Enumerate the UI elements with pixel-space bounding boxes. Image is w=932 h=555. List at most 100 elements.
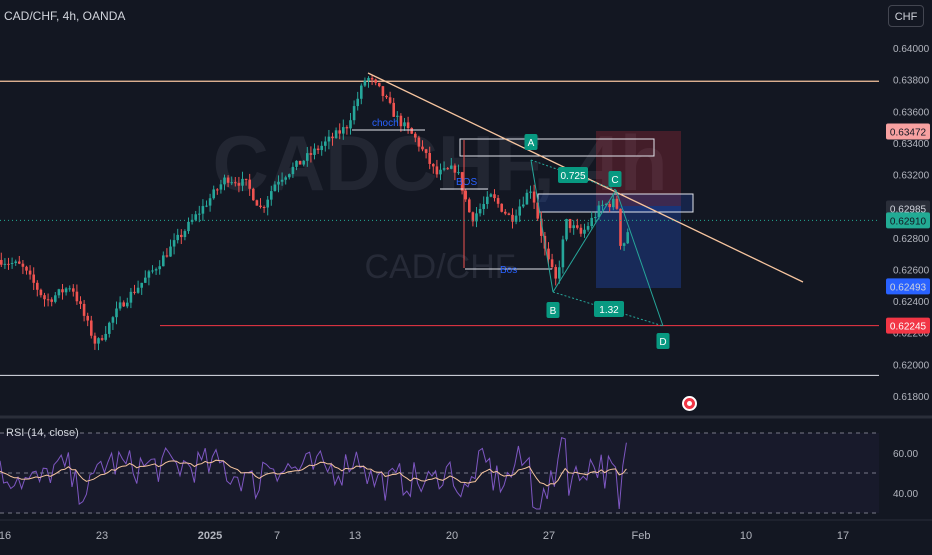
candle-body	[342, 127, 345, 134]
candle-body	[478, 208, 482, 214]
candle-body	[104, 333, 107, 340]
candle-body	[7, 263, 10, 265]
candle-body	[360, 85, 363, 99]
candle-body	[266, 199, 269, 208]
candle-body	[403, 122, 406, 127]
candle-body	[201, 206, 205, 214]
candle-body	[442, 168, 446, 170]
candle-body	[43, 295, 46, 300]
candle-body	[345, 127, 349, 129]
rsi-line	[0, 437, 627, 510]
candle-body	[165, 255, 169, 257]
y-tick-label: 0.62000	[893, 360, 930, 371]
x-tick-label: 27	[543, 530, 555, 542]
candle-body	[507, 213, 511, 215]
price-label-box	[886, 278, 930, 295]
candle-body	[208, 198, 212, 206]
currency-button[interactable]: CHF	[888, 5, 924, 27]
alert-icon[interactable]	[682, 396, 697, 411]
candle-body	[590, 217, 593, 227]
x-tick-label: Feb	[632, 530, 651, 542]
candle-body	[262, 206, 266, 208]
candle-body	[284, 177, 287, 180]
candle-body	[381, 86, 385, 96]
candle-body	[324, 141, 327, 146]
candle-body	[50, 299, 53, 302]
pattern-leg-ab	[530, 159, 554, 293]
candle-body	[622, 243, 626, 246]
price-label: 0.62493	[890, 282, 927, 293]
candle-body	[327, 136, 331, 142]
point-a-label: A	[528, 138, 535, 149]
y-tick-label: 0.62200	[893, 329, 930, 340]
candle-body	[334, 130, 338, 139]
candle-body	[532, 191, 536, 203]
candles-group	[0, 75, 629, 351]
candle-body	[122, 302, 125, 307]
candle-body	[129, 291, 133, 303]
x-tick-label: 10	[740, 530, 752, 542]
candle-body	[21, 263, 25, 267]
candle-body	[619, 208, 622, 246]
x-tick-label: 16	[0, 530, 11, 542]
candle-body	[370, 77, 374, 80]
y-tick-label: 0.61800	[893, 392, 930, 403]
candle-body	[414, 133, 417, 138]
candle-body	[10, 262, 14, 264]
candle-body	[385, 95, 388, 98]
y-tick-label: 0.63800	[893, 76, 930, 87]
candle-body	[316, 148, 320, 151]
point-b-label: B	[550, 306, 557, 317]
candle-body	[511, 214, 514, 222]
candle-body	[46, 299, 50, 301]
candle-body	[97, 338, 100, 344]
candle-body	[410, 128, 413, 134]
candle-body	[234, 182, 237, 184]
candle-body	[475, 213, 478, 222]
candle-body	[525, 192, 529, 205]
candle-body	[464, 190, 467, 200]
candle-body	[111, 317, 115, 323]
candle-body	[75, 291, 79, 302]
candle-body	[601, 204, 604, 206]
ratio-label-bc: 0.725	[560, 171, 585, 182]
rsi-tick-label: 60.00	[893, 449, 918, 460]
candle-body	[180, 234, 183, 238]
choch-label: choch	[372, 118, 399, 129]
candle-body	[331, 136, 334, 139]
candle-body	[64, 288, 68, 293]
candle-body	[457, 172, 460, 174]
rsi-indicator-label[interactable]: RSI (14, close)	[6, 427, 79, 439]
candle-body	[565, 219, 568, 240]
candle-body	[298, 160, 302, 165]
candle-body	[154, 269, 158, 271]
candle-body	[586, 226, 590, 230]
candle-body	[169, 246, 172, 257]
price-label: 0.62985	[890, 205, 927, 216]
candle-body	[302, 160, 305, 165]
candle-body	[205, 205, 208, 207]
candle-body	[604, 203, 608, 205]
candle-body	[172, 240, 176, 247]
candle-body	[583, 229, 586, 234]
candle-body	[226, 177, 230, 183]
candle-body	[493, 194, 496, 199]
candle-body	[392, 102, 395, 117]
candle-body	[115, 308, 118, 318]
candle-body	[244, 178, 248, 180]
candle-body	[554, 267, 557, 279]
candle-body	[82, 303, 86, 316]
y-tick-label: 0.63200	[893, 171, 930, 182]
candle-body	[237, 183, 241, 186]
candle-body	[28, 270, 32, 275]
candle-body	[615, 198, 619, 209]
ratio-label-bc-bg	[558, 167, 588, 183]
ratio-label-cd-bg	[594, 301, 624, 317]
point-c-label: C	[611, 175, 618, 186]
candle-body	[374, 79, 377, 83]
candle-body	[270, 191, 273, 200]
candle-body	[183, 231, 187, 238]
candle-body	[536, 202, 539, 219]
